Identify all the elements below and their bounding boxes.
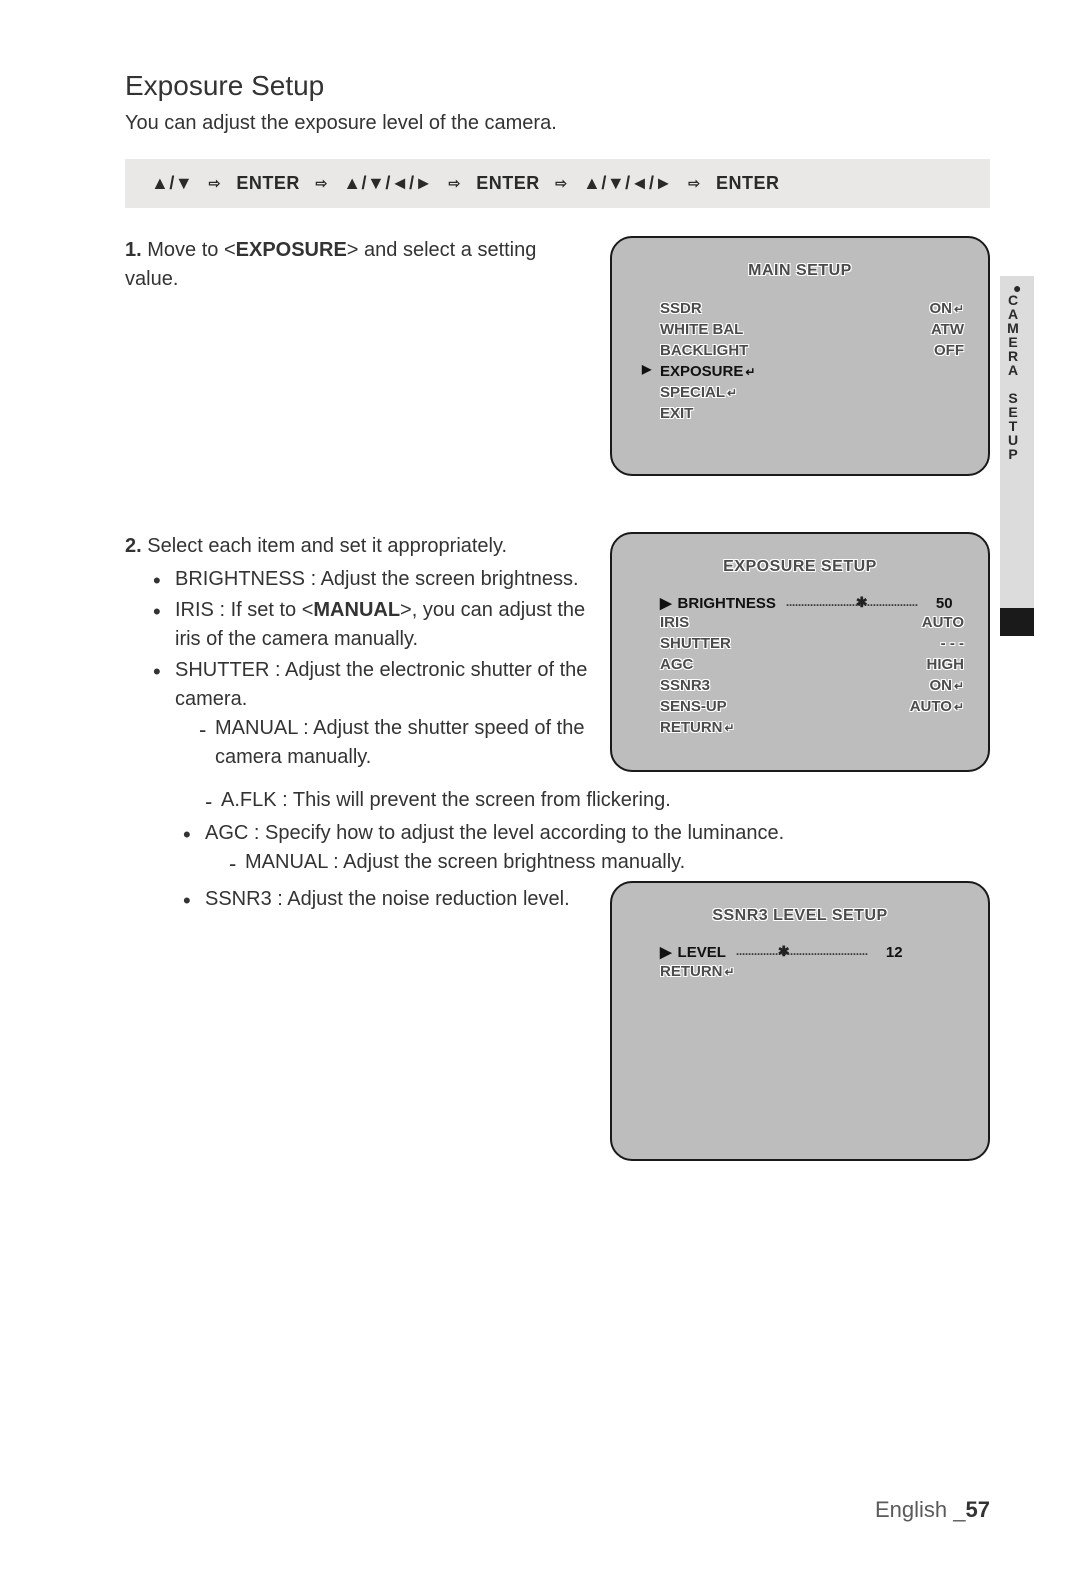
osd-row[interactable]: IRIS AUTO	[636, 612, 964, 633]
osd-row[interactable]: SPECIAL↵	[636, 382, 964, 403]
enter-icon: ↵	[954, 700, 964, 714]
osd-row[interactable]: SSDR ON↵	[636, 298, 964, 319]
osd-label: SENS-UP	[660, 696, 727, 717]
arrow-icon: ⇨	[209, 175, 221, 191]
step-2-text: 2. Select each item and set it appropria…	[125, 532, 590, 561]
osd-row[interactable]: RETURN↵	[636, 961, 964, 982]
osd-value: OFF	[934, 340, 964, 361]
nav-seg-3: ▲/▼/◄/►	[343, 173, 433, 193]
osd-row[interactable]: RETURN↵	[636, 717, 964, 738]
side-tab-marker	[1000, 608, 1034, 636]
osd-row[interactable]: ▶ BRIGHTNESS ·····························…	[636, 594, 964, 612]
side-tab-label: CAMERA SETUP	[1005, 292, 1021, 460]
bullet-agc: AGC : Specify how to adjust the level ac…	[183, 819, 990, 877]
osd-value: AUTO	[922, 612, 964, 633]
osd-label: EXPOSURE↵	[660, 361, 755, 382]
arrow-icon: ⇨	[555, 175, 567, 191]
osd-value: ON↵	[929, 675, 964, 696]
osd-row[interactable]: WHITE BAL ATW	[636, 319, 964, 340]
osd-label: RETURN↵	[660, 961, 735, 982]
intro-text: You can adjust the exposure level of the…	[125, 112, 990, 135]
nav-seg-5: ▲/▼/◄/►	[583, 173, 673, 193]
osd-label: LEVEL	[678, 944, 726, 961]
nav-seg-6: ENTER	[716, 173, 780, 193]
osd-row[interactable]: ▶ EXPOSURE↵	[636, 361, 964, 382]
osd-value: ATW	[931, 319, 964, 340]
enter-icon: ↵	[725, 721, 735, 735]
osd-ssnr3-setup: SSNR3 LEVEL SETUP ▶ LEVEL ·················…	[610, 881, 990, 1161]
step-1-text: 1. Move to <EXPOSURE> and select a setti…	[125, 236, 590, 294]
osd-title: SSNR3 LEVEL SETUP	[636, 907, 964, 925]
osd-row[interactable]: SSNR3 ON↵	[636, 675, 964, 696]
nav-sequence-band: ▲/▼ ⇨ ENTER ⇨ ▲/▼/◄/► ⇨ ENTER ⇨ ▲/▼/◄/► …	[125, 159, 990, 208]
osd-value: HIGH	[927, 654, 965, 675]
osd-exposure-setup: EXPOSURE SETUP ▶ BRIGHTNESS ···············…	[610, 532, 990, 772]
dash-agc-manual: MANUAL : Adjust the screen brightness ma…	[229, 848, 990, 877]
osd-main-setup: MAIN SETUP SSDR ON↵ WHITE BAL ATW BACKLIGHT OF…	[610, 236, 990, 476]
arrow-icon: ⇨	[448, 175, 460, 191]
bullet-ssnr3: SSNR3 : Adjust the noise reduction level…	[183, 885, 590, 914]
step-2-number: 2.	[125, 535, 142, 557]
osd-row[interactable]: ▶ LEVEL ··································…	[636, 943, 964, 961]
slider-handle-icon[interactable]: ✱	[856, 594, 868, 611]
enter-icon: ↵	[727, 386, 737, 400]
arrow-icon: ⇨	[688, 175, 700, 191]
step-1-number: 1.	[125, 239, 142, 261]
osd-value: 50	[936, 595, 953, 612]
osd-slider[interactable]: ········································…	[736, 945, 876, 959]
caret-icon: ▶	[660, 943, 672, 961]
dash-shutter-aflk: A.FLK : This will prevent the screen fro…	[205, 786, 990, 815]
osd-label: SHUTTER	[660, 633, 731, 654]
osd-value: ON↵	[929, 298, 964, 319]
osd-row[interactable]: SENS-UP AUTO↵	[636, 696, 964, 717]
osd-label: SSDR	[660, 298, 702, 319]
caret-icon: ▶	[660, 594, 672, 612]
osd-title: MAIN SETUP	[636, 262, 964, 280]
osd-row[interactable]: BACKLIGHT OFF	[636, 340, 964, 361]
side-tab-camera-setup: ● CAMERA SETUP	[1000, 276, 1034, 636]
osd-row[interactable]: SHUTTER - - -	[636, 633, 964, 654]
dash-shutter-aflk-wrap: A.FLK : This will prevent the screen fro…	[183, 786, 990, 815]
osd-label: SSNR3	[660, 675, 710, 696]
osd-label: BACKLIGHT	[660, 340, 748, 361]
nav-seg-2: ENTER	[236, 173, 300, 193]
osd-value: 12	[886, 944, 903, 961]
caret-icon: ▶	[642, 361, 651, 378]
osd-label: SPECIAL↵	[660, 382, 737, 403]
osd-label: EXIT	[660, 403, 693, 424]
enter-icon: ↵	[725, 965, 735, 979]
bullet-shutter: SHUTTER : Adjust the electronic shutter …	[153, 656, 590, 772]
bullet-iris: IRIS : If set to <MANUAL>, you can adjus…	[153, 596, 590, 654]
section-title: Exposure Setup	[125, 70, 990, 102]
enter-icon: ↵	[745, 365, 755, 379]
nav-seg-4: ENTER	[476, 173, 540, 193]
osd-value: - - -	[941, 633, 964, 654]
dash-shutter-manual: MANUAL : Adjust the shutter speed of the…	[199, 714, 590, 772]
nav-seg-1: ▲/▼	[151, 173, 193, 193]
enter-icon: ↵	[954, 302, 964, 316]
osd-label: BRIGHTNESS	[678, 595, 776, 612]
arrow-icon: ⇨	[315, 175, 327, 191]
osd-row[interactable]: EXIT	[636, 403, 964, 424]
osd-label: RETURN↵	[660, 717, 735, 738]
osd-row[interactable]: AGC HIGH	[636, 654, 964, 675]
page-footer: English _57	[875, 1497, 990, 1523]
footer-language: English _	[875, 1497, 966, 1522]
enter-icon: ↵	[954, 679, 964, 693]
osd-title: EXPOSURE SETUP	[636, 558, 964, 576]
slider-handle-icon[interactable]: ✱	[778, 943, 790, 960]
footer-page-number: 57	[966, 1497, 990, 1522]
osd-slider[interactable]: ········································…	[786, 596, 926, 610]
osd-label: WHITE BAL	[660, 319, 743, 340]
osd-label: AGC	[660, 654, 693, 675]
osd-value: AUTO↵	[910, 696, 964, 717]
osd-label: IRIS	[660, 612, 689, 633]
bullet-brightness: BRIGHTNESS : Adjust the screen brightnes…	[153, 565, 590, 594]
